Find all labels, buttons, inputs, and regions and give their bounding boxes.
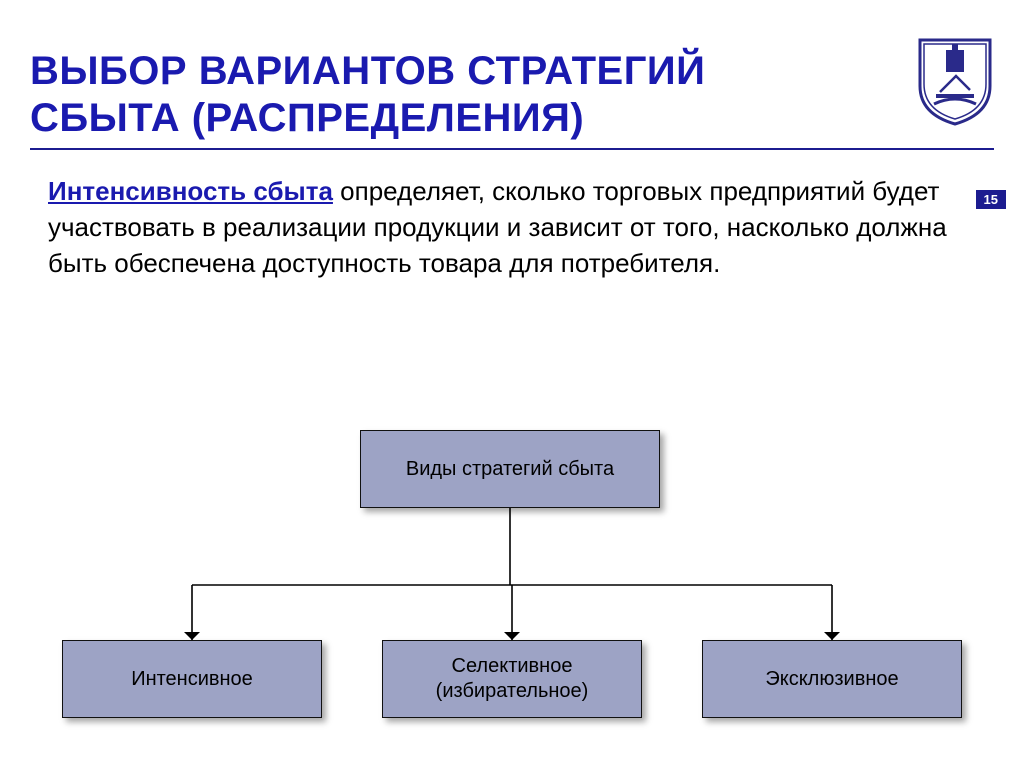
root-box-label: Виды стратегий сбыта — [406, 457, 614, 482]
page-title: ВЫБОР ВАРИАНТОВ СТРАТЕГИЙ СБЫТА (РАСПРЕД… — [30, 48, 898, 142]
child-box-0: Интенсивное — [62, 640, 322, 718]
page-number: 15 — [984, 192, 998, 207]
strategy-types-diagram: Виды стратегий сбыта Интенсивное Селективн… — [0, 430, 1024, 740]
child-box-2: Эксклюзивное — [702, 640, 962, 718]
child-box-1-label: Селективное (избирательное) — [393, 654, 631, 704]
page-number-badge: 15 — [976, 190, 1006, 209]
root-box: Виды стратегий сбыта — [360, 430, 660, 508]
body-paragraph: Интенсивность сбыта определяет, сколько … — [0, 150, 1024, 282]
child-box-0-label: Интенсивное — [131, 667, 253, 692]
child-box-1: Селективное (избирательное) — [382, 640, 642, 718]
header: ВЫБОР ВАРИАНТОВ СТРАТЕГИЙ СБЫТА (РАСПРЕД… — [0, 0, 1024, 142]
university-shield-logo — [916, 34, 994, 126]
child-box-2-label: Эксклюзивное — [765, 667, 898, 692]
title-line-1: ВЫБОР ВАРИАНТОВ СТРАТЕГИЙ — [30, 49, 705, 93]
title-line-2: СБЫТА (РАСПРЕДЕЛЕНИЯ) — [30, 96, 584, 140]
lead-term: Интенсивность сбыта — [48, 176, 333, 206]
